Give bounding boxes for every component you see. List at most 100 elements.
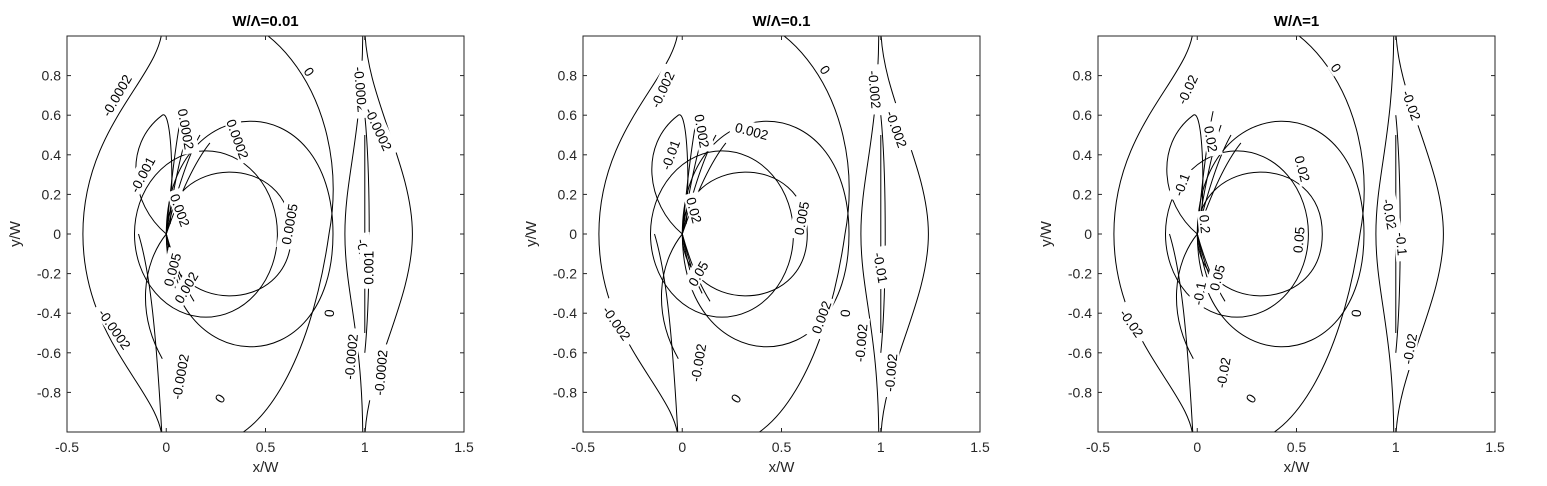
chart-panel-2: -0.5 0 0.5 1 1.5 -0.8 -0.6 -0.4 -0.2 0 0.2 0.4 0.6 0.… (523, 13, 990, 476)
contour-fan-upper-4 (165, 142, 211, 235)
contour-label: 0.2 (1196, 209, 1216, 239)
contour-label: 0 (816, 59, 836, 79)
contour-label-text: 0 (1349, 309, 1365, 318)
contour-label-bg (222, 112, 255, 165)
contour-label: -0.002 (596, 297, 639, 348)
y-tick-label: -0.4 (553, 305, 577, 321)
contour-label: 0.0005 (276, 198, 301, 250)
y-axis-label: y/W (523, 220, 540, 247)
contour-label: -0.01 (654, 131, 685, 177)
contour-label-bg (879, 347, 900, 398)
contour-outer-loop (681, 120, 850, 348)
y-tick-label: 0 (1084, 226, 1092, 242)
contour-label-text: -0.0002 (99, 72, 135, 119)
contour-label-text: 0.002 (733, 120, 770, 143)
y-tick-label: 0.2 (558, 186, 578, 202)
contour-label-bg (1210, 350, 1234, 395)
contour-label-text: -0.02 (1379, 198, 1399, 231)
x-tick-label: 1.5 (970, 439, 990, 455)
y-tick-label: 0 (53, 226, 61, 242)
contour-label-bg (369, 343, 391, 402)
y-tick-label: -0.6 (553, 345, 577, 361)
contour-label-text: 0.05 (1290, 226, 1307, 253)
x-axis-label: x/W (769, 459, 796, 476)
contour-label-bg (1291, 149, 1316, 188)
y-tick-label: -0.2 (1068, 266, 1092, 282)
y-axis-label: y/W (1038, 220, 1055, 247)
contour-zero (758, 36, 850, 432)
y-tick-label: 0.2 (42, 186, 62, 202)
contour-label-text: 0 (838, 309, 854, 318)
contour-label-text: 0.0005 (279, 203, 301, 246)
y-tick-label: -0.6 (37, 345, 61, 361)
contour-label: -0.02 (1397, 326, 1421, 371)
contour-label-bg (1240, 388, 1260, 408)
contour-label: 0 (209, 388, 229, 408)
contour-label-text: -0.02 (1174, 73, 1201, 107)
contour-label-bg (870, 245, 894, 290)
contour-label-bg (300, 61, 320, 81)
contour-label-text: -0.002 (688, 343, 709, 383)
contour-left-mid (654, 233, 679, 432)
contour-label: 0.002 (805, 294, 835, 340)
x-tick-label: 0.5 (1287, 439, 1307, 455)
contour-left-mid (1169, 233, 1194, 432)
contour-label: -0.0002 (369, 343, 391, 402)
x-tick-label: 0.5 (772, 439, 792, 455)
y-tick-label: -0.4 (37, 305, 61, 321)
contour-label: -0.0002 (351, 60, 373, 119)
contour-label: 0.002 (691, 108, 715, 153)
contour-left-inner-lower (145, 233, 167, 359)
contour-label: -0.01 (870, 245, 894, 290)
contour-label-bg (339, 327, 361, 386)
contour-label-bg (1167, 165, 1194, 204)
contour-label-text: 0.002 (809, 299, 835, 336)
contour-label-bg (1393, 225, 1413, 262)
x-tick-label: -0.5 (55, 439, 79, 455)
contour-label-bg (1203, 258, 1229, 297)
contour-label-text: -0.002 (865, 70, 883, 109)
contour-label-bg (359, 246, 376, 289)
chart-panel-3: -0.5 0 0.5 1 1.5 -0.8 -0.6 -0.4 -0.2 0 0.2 0.4 0.6 0.… (1038, 13, 1505, 476)
contour-label-bg (319, 306, 337, 320)
y-tick-label: -0.2 (553, 266, 577, 282)
contour-label-bg (1201, 120, 1223, 158)
contour-label-bg (166, 187, 196, 233)
contour-zero (1273, 36, 1365, 432)
contour-label-bg (1170, 66, 1203, 112)
contour-label: 0.02 (682, 191, 708, 229)
contour-label-bg (816, 59, 836, 79)
y-tick-label: 0.4 (558, 147, 578, 163)
contour-label-bg (1187, 274, 1210, 312)
contour-label-bg (788, 195, 812, 241)
chart-title: W/Λ=0.1 (753, 13, 811, 30)
y-tick-label: 0.6 (558, 107, 578, 123)
contour-zero (242, 36, 334, 432)
x-axis-label: x/W (253, 459, 280, 476)
contour-label: 0.0002 (174, 103, 200, 155)
contour-label-text: -0.0002 (169, 353, 192, 401)
contour-label-bg (158, 246, 185, 292)
contour-label-text: 0.2 (1196, 214, 1213, 234)
contour-label-bg (174, 103, 200, 155)
contour-right-core-2 (880, 115, 886, 353)
contour-label: -0.1 (1187, 274, 1210, 312)
contour-label: -0.0002 (339, 327, 361, 386)
contour-left-inner-upper (651, 114, 689, 235)
contour-label-text: -0.1 (1393, 232, 1410, 256)
y-tick-label: 0.4 (42, 147, 62, 163)
contour-label-bg (682, 191, 708, 229)
contour-label-text: -0.02 (1399, 88, 1424, 122)
contour-label-text: -0.002 (882, 353, 900, 392)
contour-left-outer (82, 36, 162, 432)
contour-label: 0 (725, 388, 745, 408)
contour-outer-loop (165, 120, 334, 348)
contour-label-bg (1379, 191, 1403, 237)
y-tick-label: -0.8 (1068, 384, 1092, 400)
x-tick-label: 1.5 (1485, 439, 1505, 455)
contour-label-text: -0.0002 (351, 66, 370, 113)
contour-label-bg (166, 346, 192, 406)
contour-label: 0.05 (1288, 221, 1308, 258)
contour-label-bg (1397, 326, 1421, 371)
